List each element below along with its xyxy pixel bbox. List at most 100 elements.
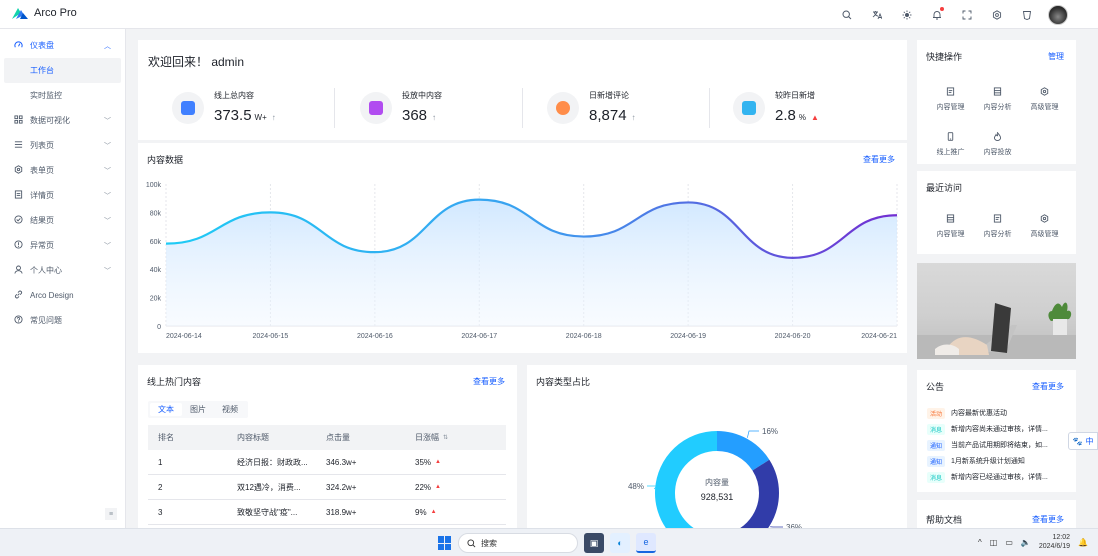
recent-item-content-management[interactable]: 内容管理 bbox=[927, 207, 974, 252]
sidebar-item-exception[interactable]: 异常页 ﹀ bbox=[0, 233, 125, 258]
recent-item-advanced-management[interactable]: 高级管理 bbox=[1021, 207, 1068, 252]
sidebar-item-label: 结果页 bbox=[30, 216, 54, 225]
table-header: 排名 内容标题 点击量 日涨幅 ⇅ bbox=[148, 425, 506, 450]
tab-image[interactable]: 图片 bbox=[190, 405, 206, 414]
x-tick-label: 2024-06-19 bbox=[670, 333, 706, 340]
sidebar-item-detail[interactable]: 详情页 ﹀ bbox=[0, 183, 125, 208]
top-navbar: Arco Pro bbox=[0, 0, 1098, 29]
quick-action-content-delivery[interactable]: 内容投放 bbox=[974, 125, 1021, 170]
table-row[interactable]: 2 双12遇冷，消费... 324.2w+ 22% ▲ bbox=[148, 475, 506, 500]
series-area bbox=[166, 199, 897, 326]
notice-item[interactable]: 活动 内容最新优惠活动 bbox=[927, 405, 1072, 421]
chevron-down-icon: ﹀ bbox=[104, 217, 111, 225]
notice-text: 新增内容尚未通过审核，详情... bbox=[951, 426, 1048, 433]
sidebar-subitem-monitor[interactable]: 实时监控 bbox=[30, 91, 62, 100]
content-type-donut-chart: 16% 36% 48% 内容量 928,531 bbox=[628, 427, 802, 528]
logo[interactable]: Arco Pro bbox=[12, 7, 77, 19]
arco-logo-icon bbox=[12, 8, 28, 19]
translate-icon[interactable] bbox=[868, 6, 886, 24]
column-header: 内容标题 bbox=[237, 433, 269, 442]
content-type-tabs: 文本 图片 视频 bbox=[148, 401, 248, 418]
quick-action-content-analysis[interactable]: 内容分析 bbox=[974, 80, 1021, 125]
chevron-up-icon[interactable]: ^ bbox=[978, 537, 982, 547]
notification-bell-icon[interactable]: 🔔 bbox=[1078, 537, 1088, 547]
stat-label: 较昨日新增 bbox=[775, 91, 815, 100]
notice-item[interactable]: 消息 新增内容尚未通过审核，详情... bbox=[927, 421, 1072, 437]
notice-item[interactable]: 通知 1月新系统升级计划通知 bbox=[927, 453, 1072, 469]
banner-image[interactable] bbox=[917, 263, 1076, 359]
search-icon[interactable] bbox=[838, 6, 856, 24]
card-title: 内容类型占比 bbox=[536, 377, 591, 387]
notice-item[interactable]: 通知 当前产品试用期即将结束，如... bbox=[927, 437, 1072, 453]
taskbar-clock[interactable]: 12:02 2024/6/19 bbox=[1038, 534, 1071, 550]
manage-link[interactable]: 管理 bbox=[1048, 52, 1064, 61]
sidebar-item-faq[interactable]: 常见问题 bbox=[0, 308, 125, 333]
settings-icon bbox=[1038, 84, 1052, 98]
taskbar-search-input[interactable]: 搜索 bbox=[458, 533, 578, 553]
collapse-sidebar-button[interactable]: ≡ bbox=[105, 508, 117, 520]
pie-slice[interactable] bbox=[655, 431, 718, 528]
stat-label: 日新增评论 bbox=[589, 91, 629, 100]
table-row[interactable]: 3 致敬坚守战"疫"... 318.9w+ 9% ▲ bbox=[148, 500, 506, 525]
table-row[interactable]: 1 经济日报：财政政... 346.3w+ 35% ▲ bbox=[148, 450, 506, 475]
column-header-sortable[interactable]: 日涨幅 ⇅ bbox=[415, 433, 449, 442]
volume-icon[interactable]: 🔈 bbox=[1020, 537, 1031, 547]
notice-item[interactable]: 消息 新增内容已经通过审核，详情... bbox=[927, 469, 1072, 485]
view-more-link[interactable]: 查看更多 bbox=[1032, 382, 1064, 391]
sidebar-item-result[interactable]: 结果页 ﹀ bbox=[0, 208, 125, 233]
network-icon[interactable]: ◫ bbox=[989, 537, 998, 547]
view-more-link[interactable]: 查看更多 bbox=[863, 155, 895, 164]
tab-video[interactable]: 视频 bbox=[222, 405, 238, 414]
recent-item-content-analysis[interactable]: 内容分析 bbox=[974, 207, 1021, 252]
sidebar-subitem-workbench[interactable]: 工作台 bbox=[4, 58, 121, 83]
stat-label: 投放中内容 bbox=[402, 91, 442, 100]
chevron-down-icon: ﹀ bbox=[104, 167, 111, 175]
windows-start-icon[interactable] bbox=[438, 536, 452, 550]
card-title: 线上热门内容 bbox=[147, 377, 202, 387]
quick-action-content-management[interactable]: 内容管理 bbox=[927, 80, 974, 125]
title-cell: 经济日报：财政政... bbox=[237, 457, 308, 467]
sidebar-item-dashboard[interactable]: 仪表盘 ︿ bbox=[0, 33, 125, 58]
monitor-icon[interactable]: ▭ bbox=[1005, 537, 1013, 547]
sidebar-item-visualization[interactable]: 数据可视化 ﹀ bbox=[0, 108, 125, 133]
sidebar-item-label: 常见问题 bbox=[30, 316, 62, 325]
quick-action-advanced-management[interactable]: 高级管理 bbox=[1021, 80, 1068, 125]
shield-icon[interactable] bbox=[1018, 6, 1036, 24]
y-tick-label: 40k bbox=[150, 267, 162, 274]
settings-icon[interactable] bbox=[988, 6, 1006, 24]
title-cell: 致敬坚守战"疫"... bbox=[237, 507, 298, 517]
bell-icon[interactable] bbox=[928, 6, 946, 24]
sort-icon[interactable]: ⇅ bbox=[443, 435, 449, 441]
sidebar-item-user-center[interactable]: 个人中心 ﹀ bbox=[0, 258, 125, 283]
stat-growth: 较昨日新增 2.8% ▲ bbox=[733, 89, 913, 129]
theme-icon[interactable] bbox=[898, 6, 916, 24]
store-app-icon[interactable]: ▣ bbox=[584, 533, 604, 553]
dashboard-icon bbox=[12, 40, 24, 51]
view-more-link[interactable]: 查看更多 bbox=[473, 377, 505, 386]
file-icon bbox=[944, 84, 958, 98]
x-tick-label: 2024-06-21 bbox=[861, 333, 897, 340]
tab-text[interactable]: 文本 bbox=[150, 403, 182, 416]
stat-value: 2.8% ▲ bbox=[775, 107, 819, 124]
sidebar-item-arco-design[interactable]: Arco Design bbox=[0, 283, 125, 308]
sidebar-item-form[interactable]: 表单页 ﹀ bbox=[0, 158, 125, 183]
edge-browser-icon[interactable]: ◐ bbox=[610, 533, 630, 553]
quick-actions-card: 快捷操作 管理 内容管理 内容分析 高级管理 线上推广 内容投放 bbox=[917, 40, 1076, 164]
ime-float-button[interactable]: 🐾 中 bbox=[1068, 432, 1098, 450]
edge-dev-icon[interactable]: e bbox=[636, 533, 656, 553]
column-header: 点击量 bbox=[326, 433, 350, 442]
x-tick-label: 2024-06-14 bbox=[166, 333, 202, 340]
avatar[interactable] bbox=[1048, 5, 1068, 25]
quick-action-online-promotion[interactable]: 线上推广 bbox=[927, 125, 974, 170]
paw-icon: 🐾 bbox=[1072, 436, 1083, 446]
view-more-link[interactable]: 查看更多 bbox=[1032, 515, 1064, 524]
pie-slice[interactable] bbox=[710, 459, 779, 528]
stat-icon bbox=[733, 92, 765, 124]
notification-dot bbox=[940, 7, 944, 11]
fullscreen-icon[interactable] bbox=[958, 6, 976, 24]
notice-text: 内容最新优惠活动 bbox=[951, 410, 1008, 417]
pie-slice[interactable] bbox=[716, 431, 770, 471]
notice-tag: 通知 bbox=[927, 455, 946, 467]
notice-tag: 消息 bbox=[927, 471, 946, 483]
sidebar-item-list[interactable]: 列表页 ﹀ bbox=[0, 133, 125, 158]
